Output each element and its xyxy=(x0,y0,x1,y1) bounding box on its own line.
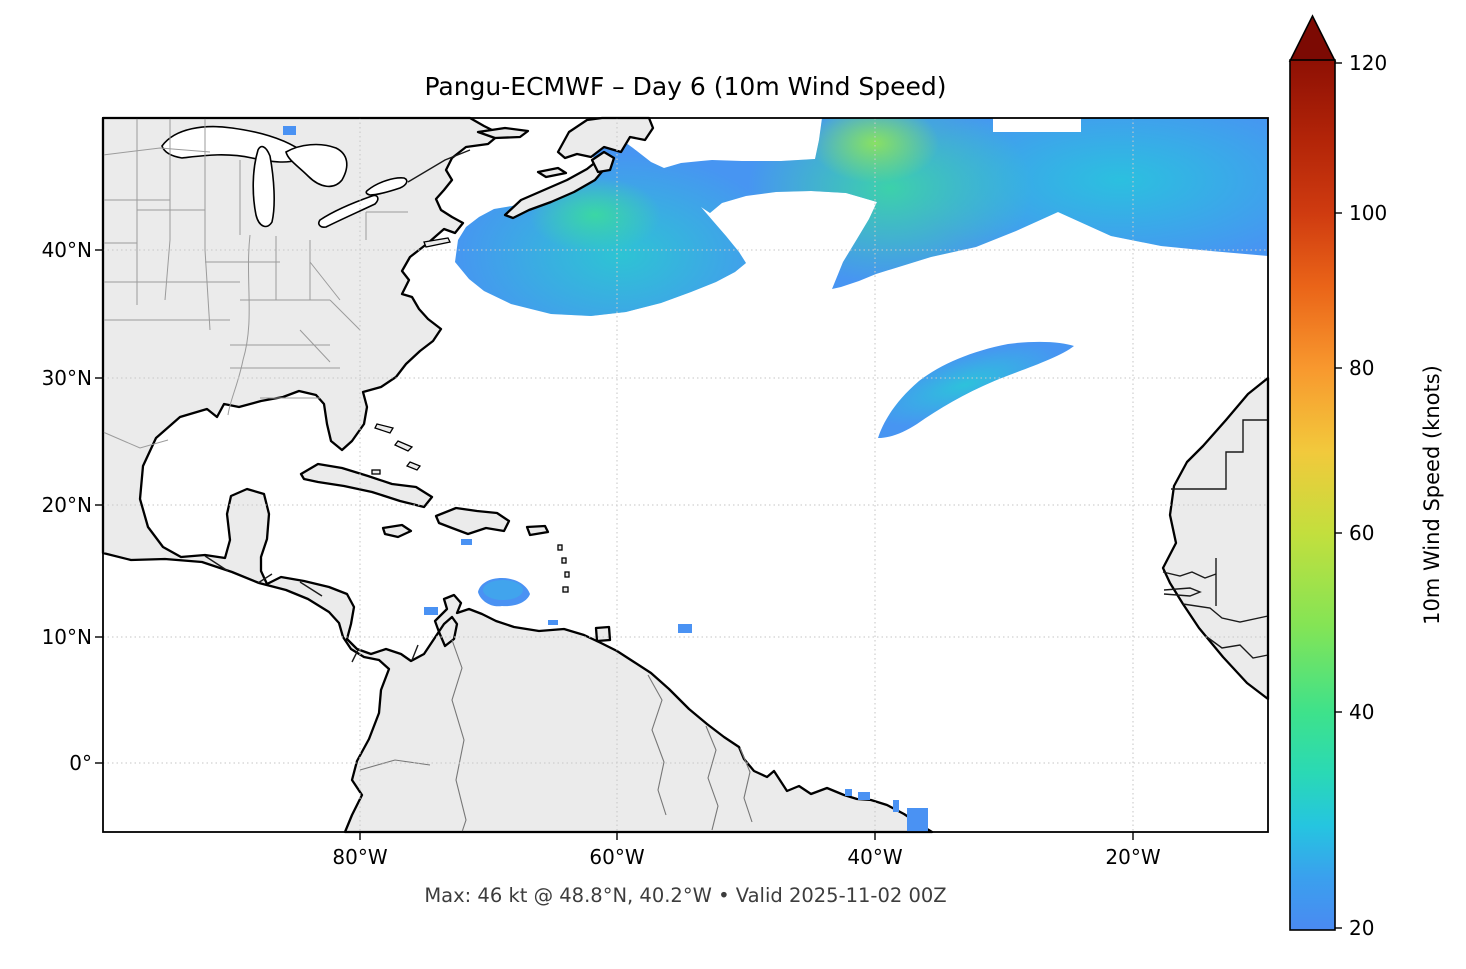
puerto-rico xyxy=(525,524,550,537)
ytick-30n: 30°N xyxy=(41,366,92,390)
cuba xyxy=(299,462,434,509)
colorbar-extend-arrow xyxy=(1288,14,1337,62)
chart-title: Pangu-ECMWF – Day 6 (10m Wind Speed) xyxy=(424,72,947,101)
colorbar-gradient xyxy=(1289,59,1336,931)
hispaniola xyxy=(434,506,511,536)
xtick-80w: 80°W xyxy=(332,845,388,869)
colorbar-axis-label: 10m Wind Speed (knots) xyxy=(1420,365,1444,625)
cbtick-80: 80 xyxy=(1349,356,1375,380)
newfoundland xyxy=(556,116,655,160)
ytick-10n: 10°N xyxy=(41,625,92,649)
cbtick-120: 120 xyxy=(1349,51,1388,75)
trinidad xyxy=(594,625,612,643)
wind-band-notch xyxy=(993,118,1081,132)
country-borders xyxy=(204,149,1269,663)
axis-tick-marks xyxy=(95,249,1134,840)
colorbar xyxy=(1288,14,1342,931)
xtick-60w: 60°W xyxy=(589,845,645,869)
cbtick-100: 100 xyxy=(1349,201,1388,225)
cbtick-60: 60 xyxy=(1349,521,1375,545)
great-lakes xyxy=(161,125,408,228)
jamaica xyxy=(381,523,413,539)
gridlines xyxy=(103,118,1268,832)
cape-breton xyxy=(590,150,616,174)
xtick-40w: 40°W xyxy=(847,845,903,869)
xtick-20w: 20°W xyxy=(1105,845,1161,869)
ytick-0: 0° xyxy=(69,751,92,775)
bahamas-islands xyxy=(371,237,570,593)
ytick-40n: 40°N xyxy=(41,238,92,262)
axes-frame xyxy=(102,117,1269,833)
ytick-20n: 20°N xyxy=(41,493,92,517)
anticosti-island xyxy=(476,126,530,140)
cbtick-20: 20 xyxy=(1349,916,1375,940)
africa-coast xyxy=(1161,376,1270,701)
max-annotation-caption: Max: 46 kt @ 48.8°N, 40.2°W • Valid 2025… xyxy=(424,884,947,907)
wind-patch-core xyxy=(483,580,523,600)
colorbar-tick-marks xyxy=(1335,62,1342,929)
cbtick-40: 40 xyxy=(1349,700,1375,724)
state-borders xyxy=(102,118,408,449)
prince-edward-island xyxy=(536,166,568,179)
